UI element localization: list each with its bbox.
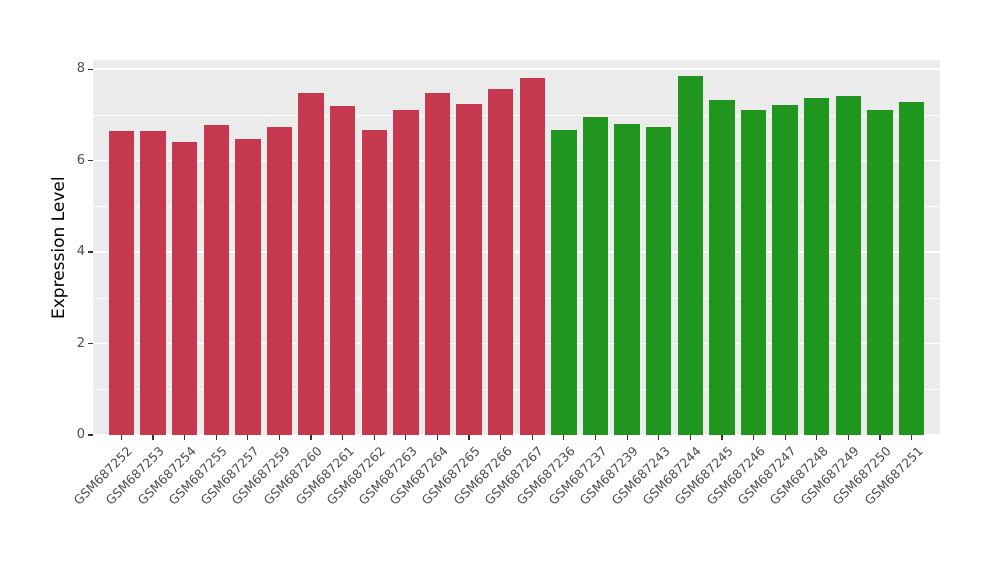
y-tick-label: 2 <box>76 335 85 351</box>
bar <box>740 109 767 435</box>
bar <box>898 102 925 435</box>
bar <box>393 109 419 435</box>
x-axis-tick <box>626 435 628 440</box>
gridline-minor <box>93 114 940 116</box>
bar <box>835 96 861 435</box>
x-axis-tick <box>436 435 439 440</box>
plot-panel <box>93 60 940 436</box>
bar <box>614 124 640 435</box>
gridline-minor <box>93 206 940 208</box>
x-axis-tick <box>879 435 881 440</box>
bar <box>203 124 229 435</box>
x-axis-tick <box>531 435 533 440</box>
bar <box>804 97 830 435</box>
x-axis-tick <box>468 435 470 440</box>
bar <box>266 126 293 435</box>
bar <box>677 76 703 435</box>
bar <box>772 105 798 435</box>
bar <box>709 100 735 435</box>
bar <box>867 109 893 435</box>
bar <box>551 129 577 435</box>
x-axis-tick <box>689 435 691 440</box>
x-axis-tick <box>816 435 818 440</box>
x-axis-tick <box>342 435 344 440</box>
bar <box>424 92 451 435</box>
x-axis-tick <box>215 435 217 440</box>
gridline-minor <box>93 297 940 299</box>
y-tick-label: 6 <box>76 152 85 168</box>
x-axis-tick <box>405 435 407 440</box>
x-axis-tick <box>721 435 723 440</box>
gridline-major <box>93 159 940 162</box>
bar <box>108 130 135 435</box>
x-axis-tick <box>752 435 755 440</box>
bar <box>172 141 198 435</box>
x-axis-tick <box>247 435 249 440</box>
bar <box>235 139 261 435</box>
x-axis-tick <box>373 435 375 440</box>
bar <box>140 130 166 435</box>
bar <box>646 126 672 435</box>
gridline-minor <box>93 389 940 390</box>
y-tick-label: 4 <box>76 244 85 260</box>
bar <box>298 92 324 435</box>
gridline-major <box>93 68 940 70</box>
y-axis-tick <box>88 251 93 253</box>
bar <box>330 106 356 435</box>
x-axis-tick <box>120 435 123 440</box>
y-axis-tick <box>88 160 93 162</box>
x-axis-tick <box>184 435 186 440</box>
x-axis-tick <box>310 435 312 440</box>
gridline-major <box>93 342 940 345</box>
bar <box>361 129 387 435</box>
x-axis-tick <box>847 435 849 440</box>
bar <box>488 89 514 435</box>
x-axis-tick <box>594 435 597 440</box>
bar <box>582 117 609 435</box>
x-axis-tick <box>152 435 154 440</box>
x-axis-tick <box>563 435 565 440</box>
x-axis-tick <box>658 435 660 440</box>
x-axis-tick <box>784 435 786 440</box>
bar <box>456 103 482 435</box>
y-axis-tick <box>88 68 93 70</box>
y-axis-tick <box>88 434 93 436</box>
x-axis-tick <box>278 435 281 440</box>
y-axis-tick <box>88 342 93 345</box>
x-axis-tick <box>500 435 502 440</box>
gridline-major <box>93 434 940 436</box>
y-tick-label: 8 <box>76 61 85 77</box>
x-axis-tick <box>910 435 913 440</box>
bar <box>519 78 545 435</box>
gridline-major <box>93 251 940 253</box>
y-tick-label: 0 <box>76 427 85 442</box>
